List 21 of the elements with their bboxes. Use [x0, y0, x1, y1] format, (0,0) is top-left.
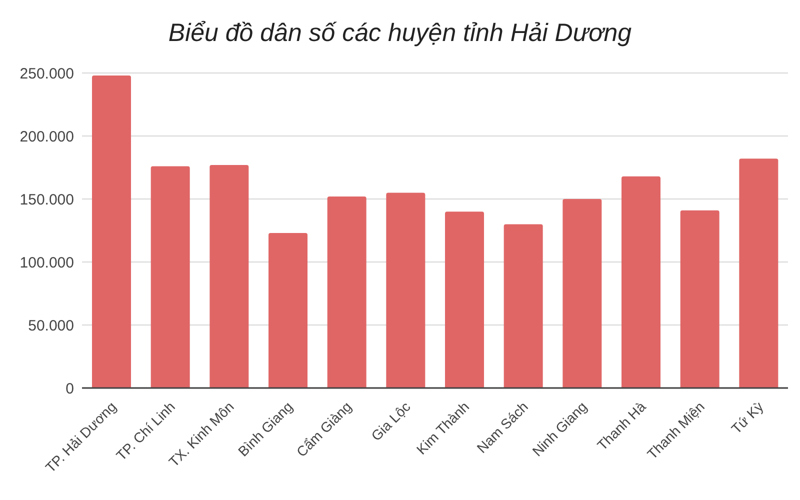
bar: [268, 233, 308, 388]
bar: [210, 164, 249, 388]
bar: [150, 166, 190, 388]
bar: [680, 210, 720, 388]
x-tick-label: Tứ Kỳ: [728, 398, 766, 437]
y-tick-label: 0: [66, 380, 74, 398]
bar: [386, 192, 426, 388]
bar: [504, 224, 543, 388]
bar: [739, 158, 778, 388]
x-tick-label: Gia Lộc: [368, 398, 414, 444]
bar: [445, 212, 484, 388]
bar: [92, 76, 131, 388]
y-tick-label: 250.000: [20, 65, 74, 82]
y-tick-label: 100.000: [20, 254, 74, 272]
bar: [327, 196, 366, 388]
y-tick-label: 150.000: [20, 191, 74, 208]
y-tick-label: 200.000: [20, 128, 74, 146]
bar: [562, 199, 602, 388]
y-tick-label: 50.000: [28, 317, 74, 334]
chart-title: Biểu đồ dân số các huyện tỉnh Hải Dương: [167, 18, 633, 49]
bar: [622, 176, 660, 388]
